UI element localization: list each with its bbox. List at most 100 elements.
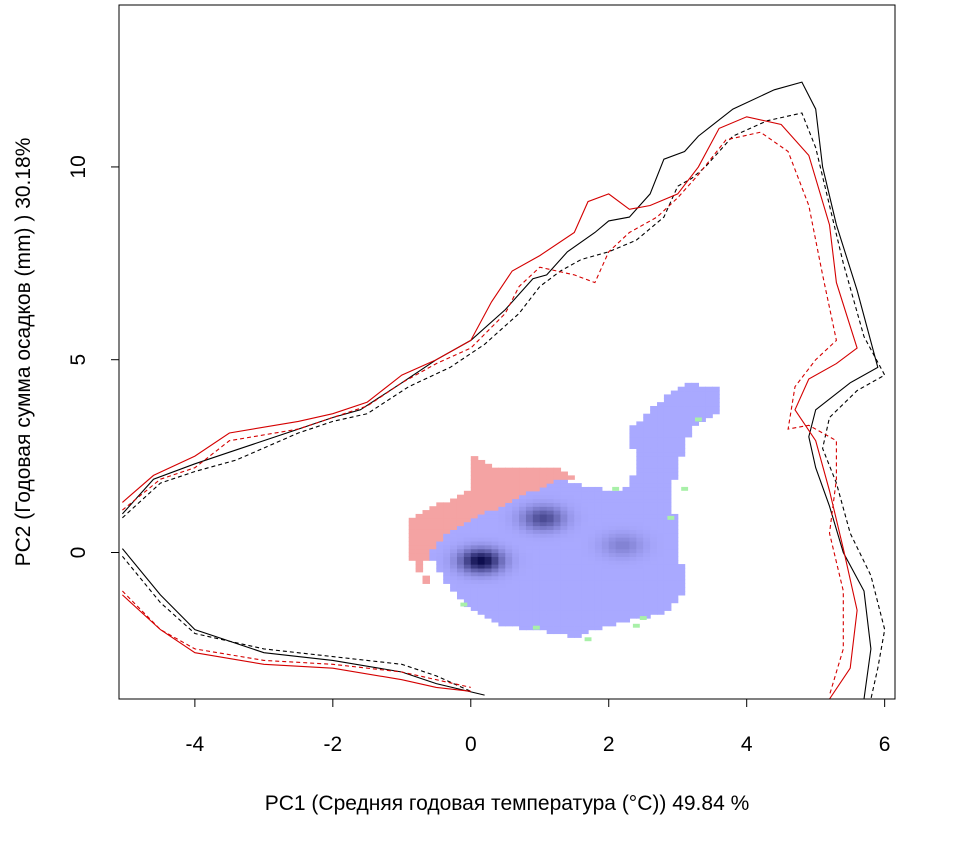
density-cell [670,513,679,519]
density-cell [636,452,644,457]
density-cell [677,409,686,415]
density-cell [657,409,665,415]
density-cell [422,540,430,546]
density-cell [588,618,596,623]
density-cell [519,483,527,488]
density-cell [546,548,555,554]
density-cell [615,521,624,527]
density-cell [608,494,617,500]
density-cell [512,587,520,592]
density-cell [615,517,624,523]
density-cell [512,621,520,627]
density-cell [629,440,637,446]
density-cell [519,467,527,473]
density-cell [636,502,644,507]
density-cell [560,475,568,480]
contour-line-red-dashed [122,590,471,688]
density-cell [594,537,603,542]
density-cell [588,540,596,546]
density-cell [422,556,430,561]
density-cell [663,440,672,446]
density-cell [415,525,424,530]
density-cell [608,533,617,538]
density-cell [629,510,637,515]
density-cell [670,475,679,480]
density-cell [477,606,486,611]
density-cell [512,544,520,550]
density-cell [567,587,575,592]
density-cell [456,548,465,554]
density-cell [657,540,665,546]
density-cell [663,510,672,515]
density-cell [491,583,499,588]
density-cell [650,606,658,611]
density-cell [463,490,472,496]
density-cell [498,494,506,500]
density-cell [532,560,541,565]
density-cell [650,436,658,442]
density-cell [663,486,672,492]
density-cell [519,575,527,581]
density-cell [519,552,527,557]
x-tick-label: -2 [323,733,342,756]
y-tick-label: 5 [67,354,90,366]
density-cell [677,567,686,573]
density-cell [525,544,534,550]
density-cell [539,475,548,480]
density-cell [636,540,644,546]
density-cell [657,405,665,411]
density-cell [601,556,610,561]
density-cell [608,510,617,515]
density-cell [546,486,555,492]
density-cell [532,567,541,573]
density-cell [588,513,596,519]
density-cell [567,564,575,569]
density-cell [677,398,686,403]
density-cell [574,571,582,577]
density-cell [636,440,644,446]
density-cell [663,575,672,581]
density-cell [670,544,679,550]
density-cell [650,548,658,554]
density-cell [663,456,672,461]
density-cell [456,525,465,530]
density-cell [650,598,658,604]
density-cell [636,598,644,604]
density-cell [450,560,458,565]
density-cell [519,583,527,588]
density-cell [657,548,665,554]
density-cell [470,490,479,496]
density-cell [525,567,534,573]
density-cell [615,548,624,554]
density-cell [443,564,451,569]
density-cell [470,456,479,461]
density-cell [588,625,596,631]
density-cell [470,594,479,600]
density-cell [525,625,534,631]
density-cell [657,483,665,488]
density-cell [456,583,465,588]
density-cell [670,598,679,604]
density-cell [643,567,651,573]
density-cell [567,510,575,515]
density-cell [629,432,637,438]
density-cell [581,614,589,619]
density-cell [567,498,575,503]
density-cell [546,575,555,581]
density-cell [581,540,589,546]
density-cell [650,467,658,473]
density-cell [443,540,451,546]
density-cell [491,467,499,473]
density-cell [539,575,548,581]
density-cell [581,560,589,565]
density-cell [622,602,631,608]
density-cell [484,483,493,488]
density-cell [691,405,700,411]
density-cell [491,533,499,538]
density-cell [525,548,534,554]
density-cell [560,513,568,519]
density-cell [560,602,568,608]
x-tick-label: 6 [879,733,891,756]
density-cell [429,548,437,554]
density-cell [491,537,499,542]
